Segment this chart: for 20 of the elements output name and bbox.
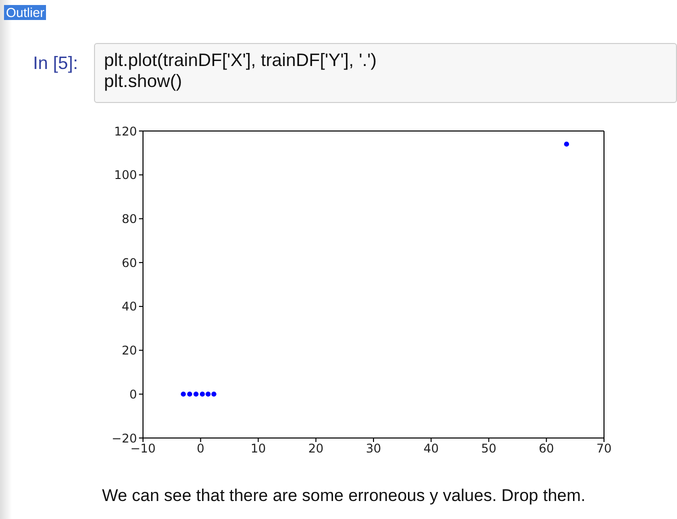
y-tick-label: 40 <box>122 300 137 314</box>
x-tick-label: 10 <box>250 442 266 456</box>
x-tick-label: 30 <box>366 442 382 456</box>
text: plt.show() <box>104 71 184 92</box>
x-tick-label: 70 <box>596 442 612 456</box>
y-tick-label: 120 <box>114 124 137 138</box>
text: Outlier <box>4 5 46 20</box>
x-tick-label: 40 <box>423 442 439 456</box>
x-tick-label: 60 <box>538 442 554 456</box>
x-tick-label: 20 <box>308 442 324 456</box>
y-tick-label: 60 <box>122 256 137 270</box>
y-tick-label: 20 <box>122 344 137 358</box>
x-tick-label: 50 <box>481 442 496 456</box>
y-tick-label: 0 <box>129 387 137 402</box>
text: In [5]: <box>33 53 78 74</box>
text: We can see that there are some erroneous y values. Drop them. <box>102 486 586 506</box>
x-tick-label: 0 <box>196 442 204 456</box>
text: plt.plot(trainDF['X'], trainDF['Y'], '.') <box>104 50 378 71</box>
y-tick-label: 80 <box>122 212 137 226</box>
y-tick-label: 100 <box>114 168 137 182</box>
